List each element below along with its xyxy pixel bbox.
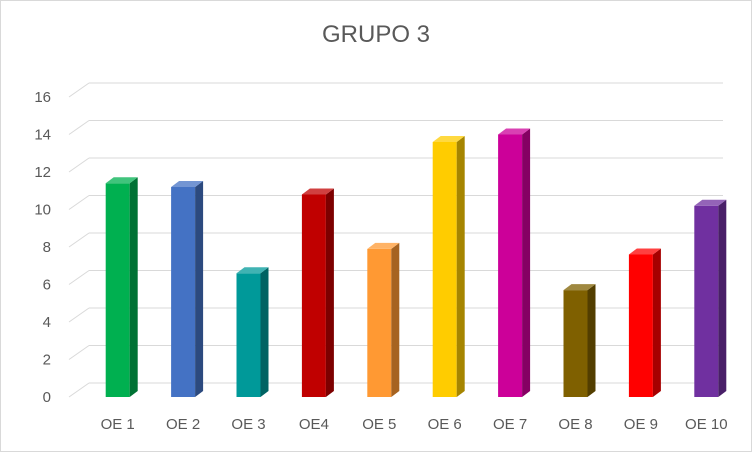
bar-top (171, 181, 204, 187)
y-tick-label: 8 (43, 239, 51, 256)
bar (432, 136, 465, 397)
bar-front (432, 142, 457, 397)
bar-top (301, 188, 334, 195)
y-axis-ticks: 0 2 4 6 8 10 12 14 16 (34, 89, 51, 406)
x-axis-ticks: OE 1 OE 2 OE 3 OE4 OE 5 OE 6 OE 7 OE 8 OE 9 OE 10 (101, 416, 728, 433)
bar-top (498, 128, 531, 135)
bar (301, 188, 334, 397)
bar (171, 181, 204, 397)
y-tick-label: 0 (43, 389, 51, 406)
y-tick-label: 10 (34, 202, 51, 219)
bar-top (628, 248, 661, 255)
y-tick-label: 16 (34, 89, 51, 106)
x-tick-label: OE 3 (231, 416, 265, 433)
bar-front (628, 254, 653, 397)
x-tick-label: OE 6 (428, 416, 462, 433)
bar-side (325, 188, 334, 397)
bar-side (652, 248, 661, 397)
bar-top (563, 284, 596, 291)
x-tick-label: OE 8 (558, 416, 592, 433)
bar (563, 284, 596, 397)
y-tick-label: 4 (43, 314, 51, 331)
bar-front (301, 194, 326, 397)
bar-top (694, 199, 727, 206)
bar-front (694, 205, 719, 397)
bar-side (456, 136, 465, 397)
x-tick-label: OE 10 (685, 416, 728, 433)
x-tick-label: OE 7 (493, 416, 527, 433)
bar (498, 128, 531, 397)
bar (236, 267, 269, 397)
y-tick-label: 6 (43, 277, 51, 294)
bar-front (498, 134, 523, 397)
y-tick-label: 2 (43, 352, 51, 369)
y-tick-label: 14 (34, 127, 51, 144)
bar-side (522, 128, 531, 397)
x-tick-label: OE4 (299, 416, 329, 433)
gridline-depth (68, 382, 90, 398)
bars (105, 128, 727, 397)
bar-top (367, 242, 400, 249)
bar (367, 242, 400, 397)
x-tick-label: OE 2 (166, 416, 200, 433)
gridline-depth (68, 195, 90, 210)
y-tick-label: 12 (34, 164, 51, 181)
bar-front (236, 273, 261, 397)
bar-top (432, 136, 465, 142)
bar-front (563, 290, 588, 397)
bar-side (587, 284, 596, 397)
bar-front (105, 183, 130, 397)
x-tick-label: OE 1 (101, 416, 135, 433)
gridline-depth (68, 307, 90, 323)
bar (694, 199, 727, 397)
gridline-depth (68, 82, 90, 98)
gridline-depth (68, 345, 90, 360)
bar-front (171, 187, 196, 397)
bar-side (260, 267, 269, 397)
bar-top (105, 177, 138, 184)
bar (628, 248, 661, 397)
chart-title: GRUPO 3 (321, 21, 431, 48)
gridline-depth (68, 270, 90, 285)
x-tick-label: OE 9 (624, 416, 658, 433)
bar-front (367, 248, 392, 397)
bar-side (718, 199, 727, 397)
bar (105, 177, 138, 397)
bar-side (129, 177, 138, 397)
gridline-depth (68, 232, 90, 248)
gridline-depth (68, 120, 90, 135)
gridline-depth (68, 157, 90, 173)
bar-top (236, 267, 269, 274)
bar-side (195, 181, 204, 397)
bar-side (391, 242, 400, 397)
x-tick-label: OE 5 (362, 416, 396, 433)
